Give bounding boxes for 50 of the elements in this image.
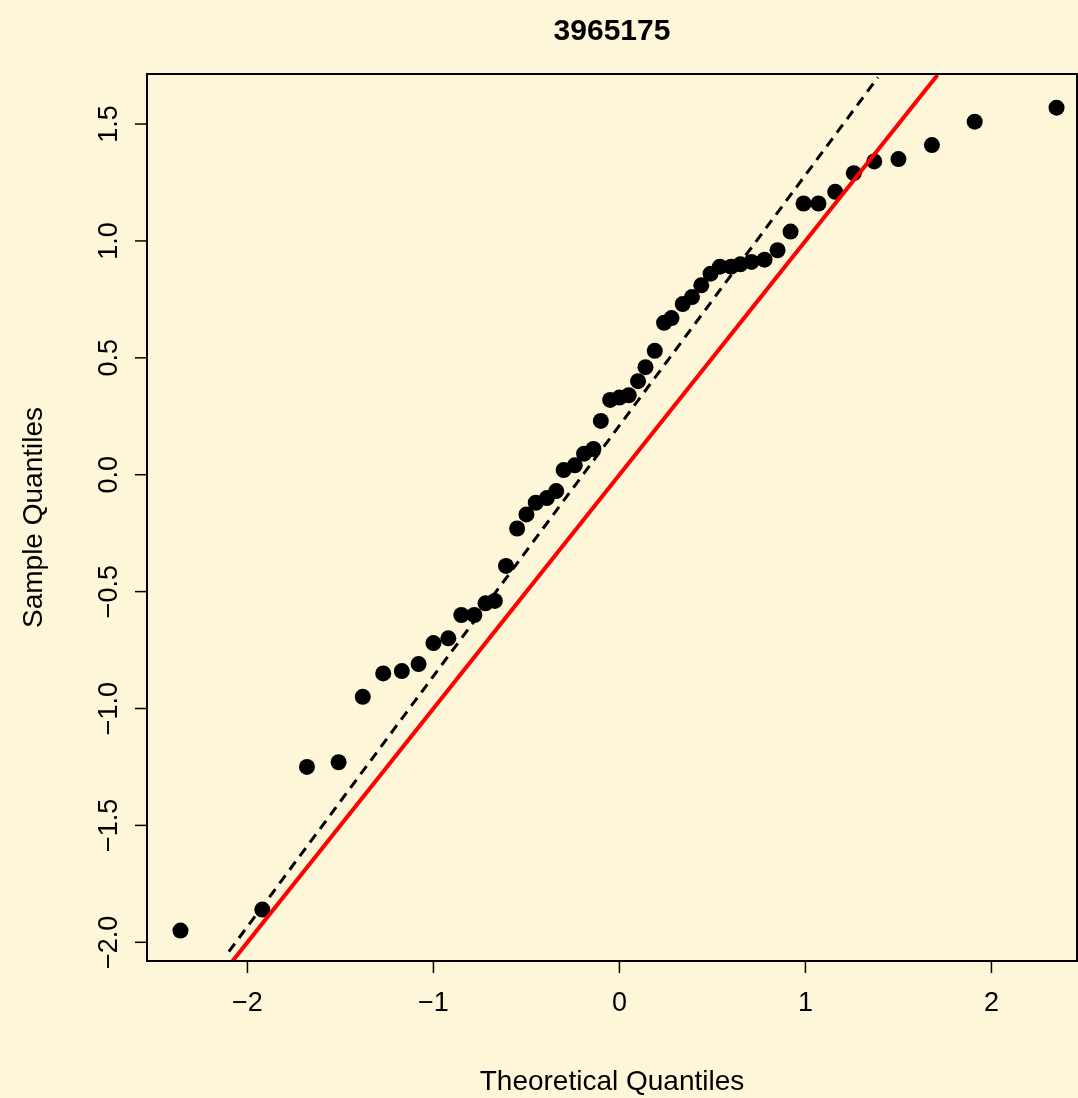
- point: [769, 242, 786, 259]
- point: [693, 277, 710, 294]
- y-tick-label: 0.5: [93, 339, 123, 377]
- chart-title: 3965175: [553, 13, 671, 46]
- point: [354, 688, 371, 705]
- point: [756, 251, 773, 268]
- point: [566, 457, 583, 474]
- point: [393, 663, 410, 680]
- point: [966, 113, 983, 130]
- y-tick-label: −1.5: [93, 798, 123, 853]
- point: [453, 606, 470, 623]
- point: [795, 195, 812, 212]
- y-tick-label: −0.5: [93, 564, 123, 619]
- point: [810, 195, 827, 212]
- point: [923, 137, 940, 154]
- y-tick-label: −2.0: [93, 915, 123, 969]
- y-tick-label: −1.0: [93, 681, 123, 736]
- point: [410, 656, 427, 673]
- point: [486, 592, 503, 609]
- point: [592, 412, 609, 429]
- point: [509, 520, 526, 537]
- x-tick-label: 2: [983, 987, 999, 1017]
- point: [620, 387, 637, 404]
- point: [890, 151, 907, 168]
- point: [782, 223, 799, 240]
- point: [585, 441, 602, 457]
- x-tick-label: −1: [418, 987, 449, 1017]
- x-tick-label: 1: [797, 987, 813, 1017]
- point: [1048, 99, 1065, 116]
- point: [298, 758, 315, 775]
- point: [425, 635, 442, 652]
- point: [630, 373, 647, 390]
- point: [330, 754, 347, 771]
- point: [646, 342, 663, 359]
- point: [172, 922, 189, 939]
- x-axis-title: Theoretical Quantiles: [479, 1065, 745, 1096]
- point: [663, 310, 680, 327]
- point: [683, 289, 700, 306]
- point: [637, 359, 654, 376]
- point: [497, 557, 514, 574]
- y-tick-label: 1.5: [93, 105, 123, 143]
- point: [375, 665, 392, 682]
- point: [518, 506, 535, 523]
- point: [440, 630, 457, 647]
- x-tick-label: 0: [611, 987, 627, 1017]
- x-tick-label: −2: [232, 987, 263, 1017]
- y-axis-title: Sample Quantiles: [17, 406, 48, 629]
- y-tick-label: 0.0: [93, 455, 123, 494]
- y-tick-label: 1.0: [93, 222, 123, 260]
- point: [548, 483, 565, 500]
